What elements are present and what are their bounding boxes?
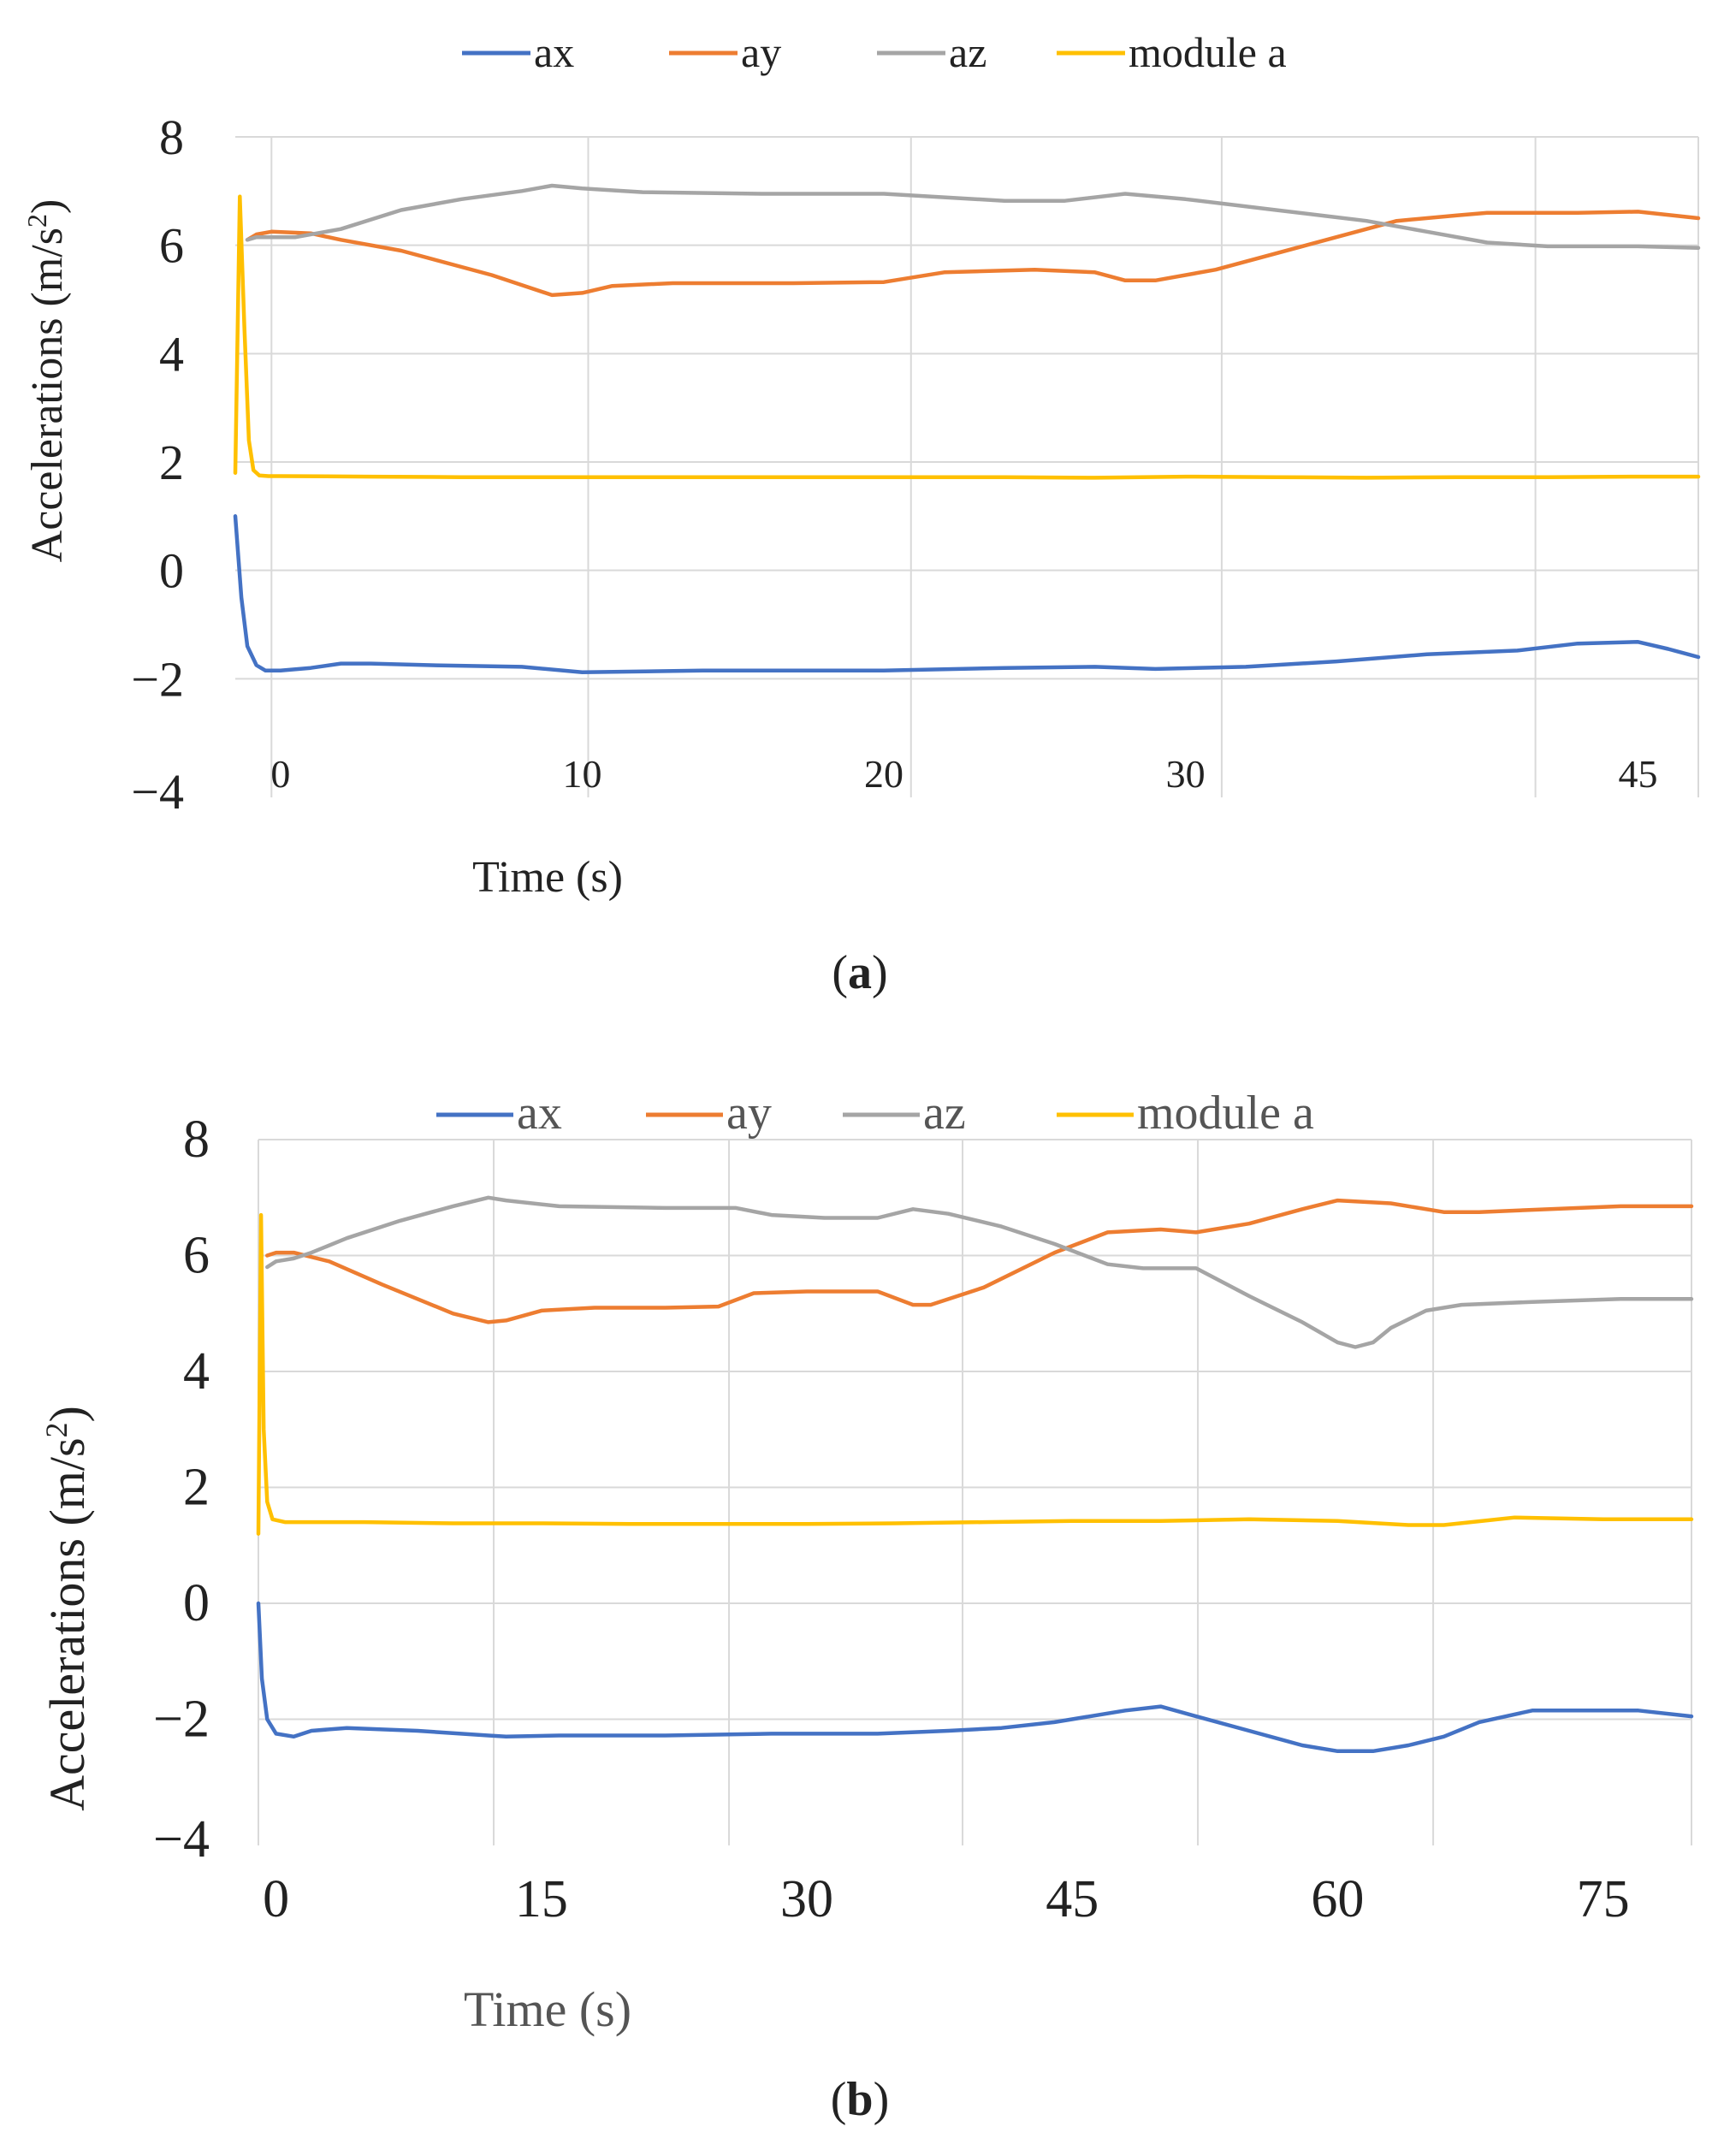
chart-a-series-ay: [245, 210, 1701, 298]
chart-a-legend-label-ay: ay: [741, 28, 781, 76]
chart-a-y-tick-6: 6: [159, 218, 184, 274]
chart-a-caption: (a): [832, 946, 887, 999]
chart-b-x-axis-title: Time (s): [464, 1981, 631, 2037]
chart-a-series-az: [245, 183, 1701, 251]
chart-a-series-module-a: [233, 194, 1701, 480]
chart-a-y-tick-4: 4: [159, 326, 184, 382]
chart-b-legend-label-ax: ax: [517, 1087, 562, 1140]
chart-b-y-tick-8: 8: [183, 1111, 210, 1169]
chart-b-gridlines: [258, 1139, 1692, 1845]
chart-a-legend-label-module-a: module a: [1129, 28, 1287, 76]
chart-a-y-axis-title: Accelerations (m/s2): [21, 199, 72, 563]
chart-b-y-tick-4: 4: [183, 1342, 210, 1401]
chart-b-legend-label-ay: ay: [726, 1087, 772, 1140]
chart-a-legend-label-az: az: [949, 28, 986, 76]
chart-b-y-tick-0: 0: [183, 1574, 210, 1632]
chart-a-y-tick-4: −4: [131, 764, 184, 820]
chart-b-x-tick-45: 45: [1046, 1870, 1099, 1928]
chart-b-series-module-a: [256, 1212, 1694, 1536]
chart-a-series: [233, 183, 1701, 674]
chart-b-legend-label-az: az: [923, 1087, 966, 1140]
chart-a-y-tick-0: 0: [159, 543, 184, 599]
chart-b-x-tick-0: 0: [263, 1870, 289, 1928]
chart-b-x-tick-30: 30: [780, 1870, 833, 1928]
chart-b-x-tick-75: 75: [1577, 1870, 1630, 1928]
chart-a-series-ax: [233, 514, 1701, 674]
chart-panel-b: 8 6 4 2 0 −2 −4 0 15 30 45 60 75 ax ay az module a Tim…: [0, 1061, 1724, 2156]
chart-b-x-tick-labels: 0 15 30 45 60 75: [263, 1870, 1629, 1928]
chart-a-y-tick-labels: 8 6 4 2 0 −2 −4: [131, 110, 184, 820]
chart-b-y-axis-title: Accelerations (m/s2): [39, 1406, 95, 1811]
chart-b-series-az: [265, 1195, 1694, 1349]
chart-a-y-tick-8: 8: [159, 110, 184, 165]
chart-b-y-tick-2: 2: [183, 1459, 210, 1517]
chart-a-x-tick-0: 0: [270, 752, 290, 796]
chart-a-legend: ax ay az module a: [462, 28, 1287, 76]
chart-a-legend-label-ax: ax: [534, 28, 574, 76]
chart-a-x-tick-10: 10: [562, 752, 601, 796]
chart-a-x-tick-30: 30: [1166, 752, 1206, 796]
chart-panel-a: 8 6 4 2 0 −2 −4 0 10 20 30 45 ax ay az module a Time …: [0, 0, 1724, 1061]
chart-b-series: [256, 1195, 1694, 1754]
chart-b-y-tick-labels: 8 6 4 2 0 −2 −4: [153, 1111, 210, 1869]
chart-a-y-tick-2: −2: [131, 651, 184, 707]
chart-a-x-tick-labels: 0 10 20 30 45: [270, 752, 1657, 796]
chart-a-gridlines: [235, 136, 1699, 797]
chart-b-series-ax: [256, 1601, 1694, 1754]
chart-b-y-tick-6: 6: [183, 1227, 210, 1285]
chart-b-legend: ax ay az module a: [436, 1087, 1314, 1140]
chart-b-legend-label-module-a: module a: [1137, 1087, 1314, 1140]
chart-a-x-tick-20: 20: [864, 752, 903, 796]
chart-b-series-ay: [265, 1198, 1694, 1324]
chart-b: 8 6 4 2 0 −2 −4 0 15 30 45 60 75 ax ay az module a Tim…: [39, 1087, 1694, 2126]
chart-b-y-tick-2: −2: [153, 1691, 210, 1749]
chart-b-y-tick-4: −4: [153, 1810, 210, 1869]
chart-a-y-tick-2: 2: [159, 435, 184, 490]
chart-a-x-tick-45: 45: [1618, 752, 1657, 796]
chart-a-x-axis-title: Time (s): [472, 853, 623, 902]
chart-b-x-tick-15: 15: [515, 1870, 568, 1928]
chart-b-caption: (b): [831, 2073, 889, 2126]
chart-b-x-tick-60: 60: [1311, 1870, 1364, 1928]
